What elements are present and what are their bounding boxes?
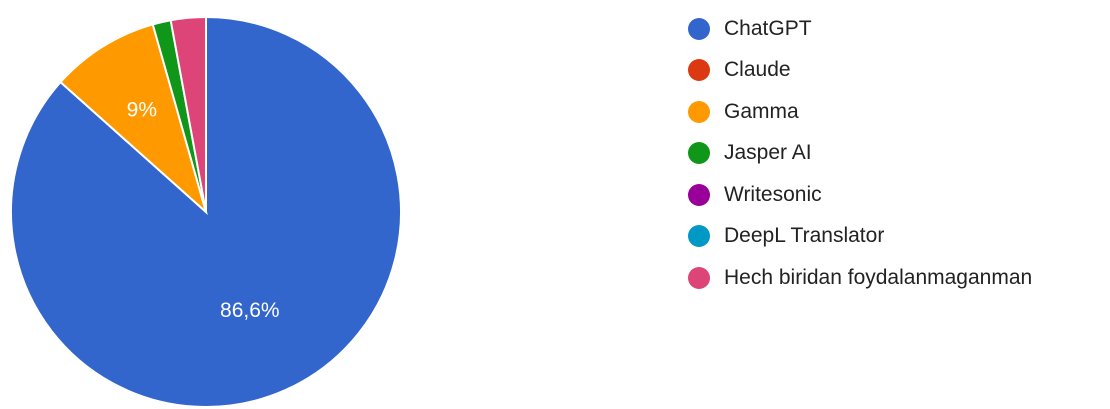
legend-swatch-icon	[688, 17, 710, 40]
legend-swatch-icon	[688, 59, 710, 82]
legend-item-jasper-ai[interactable]: Jasper AI	[688, 133, 1032, 175]
legend-swatch-icon	[688, 183, 710, 206]
chart-legend: ChatGPT Claude Gamma Jasper AI Writesonic Dee…	[688, 8, 1032, 299]
legend-item-writesonic[interactable]: Writesonic	[688, 174, 1032, 216]
legend-item-chatgpt[interactable]: ChatGPT	[688, 8, 1032, 50]
legend-label: ChatGPT	[724, 16, 812, 40]
pie-slice-gamma[interactable]	[59, 23, 208, 216]
legend-label: Claude	[724, 58, 791, 82]
data-label-gamma: 9%	[127, 99, 157, 122]
legend-label: Hech biridan foydalanmaganman	[724, 265, 1033, 289]
legend-item-deepl-translator[interactable]: DeepL Translator	[688, 216, 1032, 258]
legend-label: Gamma	[724, 99, 799, 123]
legend-label: DeepL Translator	[724, 224, 885, 248]
data-label-chatgpt: 86,6%	[220, 299, 280, 322]
legend-label: Writesonic	[724, 182, 822, 206]
legend-swatch-icon	[688, 225, 710, 248]
legend-swatch-icon	[688, 266, 710, 289]
legend-item-gamma[interactable]: Gamma	[688, 91, 1032, 133]
legend-label: Jasper AI	[724, 141, 812, 165]
pie-slice-hech-biridan-foydalanmaganman[interactable]	[169, 15, 207, 213]
legend-item-claude[interactable]: Claude	[688, 50, 1032, 92]
pie-slices	[10, 15, 402, 408]
legend-swatch-icon	[688, 142, 710, 165]
legend-swatch-icon	[688, 100, 710, 123]
pie-data-labels: 86,6% 9%	[127, 99, 280, 322]
legend-item-hech-biridan-foydalanmaganman[interactable]: Hech biridan foydalanmaganman	[688, 257, 1032, 299]
